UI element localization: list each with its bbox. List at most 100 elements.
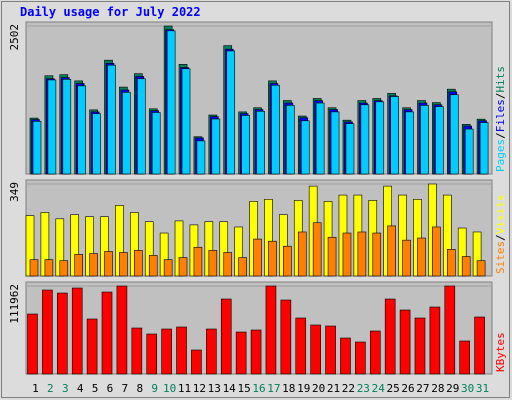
legend-entry: Sites xyxy=(494,241,507,274)
legend-separator: / xyxy=(494,234,507,241)
x-tick-label: 7 xyxy=(122,382,129,395)
bar xyxy=(181,68,191,175)
bar xyxy=(360,104,370,175)
bar xyxy=(59,260,69,277)
legend-separator: / xyxy=(494,132,507,139)
bar xyxy=(89,253,98,277)
bar xyxy=(375,101,385,175)
x-tick-label: 20 xyxy=(312,382,325,395)
x-tick-label: 23 xyxy=(357,382,370,395)
bar xyxy=(137,78,146,175)
x-tick-label: 1 xyxy=(32,382,39,395)
bar xyxy=(325,325,336,375)
bar xyxy=(131,327,143,375)
bar xyxy=(449,94,459,175)
bar xyxy=(286,105,295,175)
x-tick-label: 30 xyxy=(461,382,474,395)
bar xyxy=(330,111,340,175)
bar xyxy=(280,299,292,375)
x-tick-label: 26 xyxy=(401,382,414,395)
bar xyxy=(265,285,277,375)
bar xyxy=(146,333,158,375)
bar xyxy=(446,249,456,277)
x-tick-label: 28 xyxy=(431,382,444,395)
chart-title: Daily usage for July 2022 xyxy=(20,5,201,19)
bar xyxy=(223,252,233,277)
bar xyxy=(345,123,355,175)
bar xyxy=(193,246,203,277)
x-tick-label: 25 xyxy=(387,382,400,395)
legend-separator: / xyxy=(494,93,507,100)
bar xyxy=(74,254,84,277)
bar xyxy=(402,239,411,277)
bar xyxy=(176,326,187,375)
bar xyxy=(459,340,470,375)
bar xyxy=(119,252,128,277)
x-tick-label: 21 xyxy=(327,382,340,395)
x-tick-label: 29 xyxy=(446,382,459,395)
x-tick-label: 22 xyxy=(342,382,355,395)
legend-entry: Files xyxy=(494,99,507,132)
bar xyxy=(312,222,322,277)
x-tick-label: 2 xyxy=(47,382,54,395)
bar xyxy=(384,298,396,375)
legend-entry: KBytes xyxy=(494,332,507,372)
x-tick-label: 14 xyxy=(223,382,237,395)
bar xyxy=(151,112,161,175)
x-tick-label: 27 xyxy=(416,382,429,395)
bar xyxy=(57,292,68,375)
y-max-label: 111962 xyxy=(8,284,21,324)
bar xyxy=(256,110,265,175)
bar xyxy=(206,328,217,375)
bar xyxy=(71,287,83,375)
bar xyxy=(300,120,310,175)
bar xyxy=(474,316,485,375)
bar xyxy=(107,64,116,175)
legend: Pages/Files/Hits xyxy=(494,66,507,172)
x-tick-label: 13 xyxy=(208,382,221,395)
x-tick-label: 8 xyxy=(136,382,143,395)
bar xyxy=(220,298,232,375)
x-tick-label: 15 xyxy=(237,382,250,395)
x-tick-label: 16 xyxy=(252,382,265,395)
bar xyxy=(327,236,337,277)
x-tick-label: 4 xyxy=(77,382,84,395)
bar xyxy=(340,337,351,375)
bar xyxy=(178,257,188,277)
x-tick-label: 6 xyxy=(107,382,114,395)
bar xyxy=(372,232,382,277)
bar xyxy=(479,122,489,175)
bar xyxy=(47,79,57,175)
bar xyxy=(476,260,486,277)
bar xyxy=(191,349,202,375)
bar xyxy=(101,291,113,375)
x-tick-label: 24 xyxy=(372,382,386,395)
border xyxy=(1,1,510,398)
x-tick-label: 12 xyxy=(193,382,206,395)
bar xyxy=(148,255,158,277)
x-tick-label: 5 xyxy=(92,382,99,395)
x-tick-label: 9 xyxy=(151,382,158,395)
bar xyxy=(435,106,444,175)
bar xyxy=(116,285,128,375)
bar xyxy=(461,256,471,277)
bar xyxy=(432,226,441,277)
bar xyxy=(405,111,414,175)
bar xyxy=(295,317,307,375)
bar xyxy=(297,231,307,277)
legend-entry: Visits xyxy=(494,195,507,235)
bar xyxy=(42,289,53,375)
x-tick-label: 31 xyxy=(476,382,489,395)
legend: KBytes xyxy=(494,332,507,372)
x-tick-label: 17 xyxy=(267,382,280,395)
bar xyxy=(226,50,236,175)
x-tick-label: 10 xyxy=(163,382,176,395)
bar xyxy=(315,102,325,175)
bar xyxy=(86,318,98,375)
bar xyxy=(196,140,206,175)
x-tick-label: 19 xyxy=(297,382,310,395)
y-max-label: 2502 xyxy=(8,24,21,51)
bar xyxy=(464,128,474,175)
bar xyxy=(62,79,72,175)
